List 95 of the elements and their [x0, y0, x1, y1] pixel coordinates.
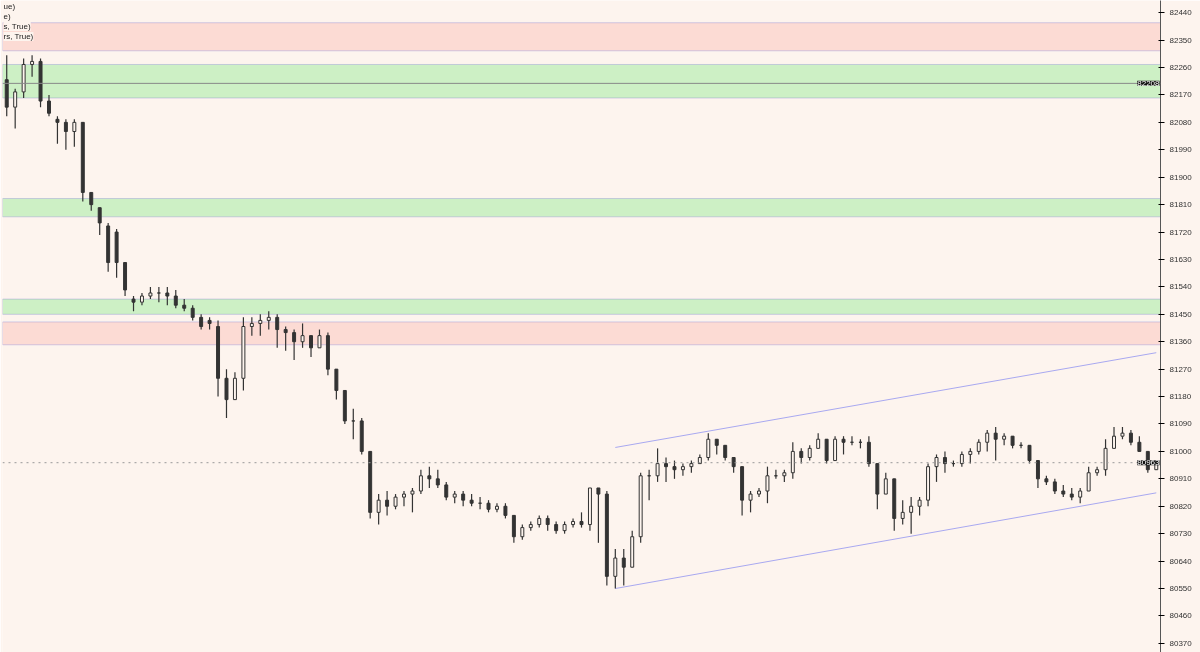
y-tick-label: 80730: [1169, 529, 1193, 539]
candlestick: [596, 487, 601, 544]
y-tick-label: 81450: [1169, 309, 1193, 319]
candlestick: [1103, 438, 1108, 477]
candlestick: [680, 463, 685, 477]
candlestick: [655, 447, 660, 483]
candlestick: [55, 115, 60, 145]
candlestick: [621, 548, 626, 587]
candlestick: [376, 493, 381, 526]
candlestick: [156, 286, 161, 303]
candlestick: [165, 286, 170, 306]
candlestick: [418, 469, 423, 495]
candlestick: [385, 490, 390, 516]
candlestick: [72, 118, 77, 148]
candlestick: [224, 368, 229, 419]
candlestick: [410, 487, 415, 513]
candlestick: [402, 490, 406, 507]
y-tick-label: 82170: [1169, 90, 1193, 100]
candlestick: [334, 368, 339, 401]
y-tick-label: 80910: [1169, 474, 1193, 484]
candlestick: [841, 435, 846, 456]
candlestick: [511, 514, 516, 544]
y-tick-label: 81360: [1169, 337, 1193, 347]
candlestick: [765, 466, 770, 504]
candlestick: [1035, 459, 1040, 489]
ref-line-label: 80963: [1137, 458, 1161, 468]
candlestick: [909, 496, 914, 535]
y-tick-label: 81720: [1169, 227, 1193, 237]
y-tick-label: 80370: [1169, 638, 1193, 648]
candlestick: [283, 325, 288, 352]
candlestick: [613, 548, 618, 590]
candlestick: [89, 191, 94, 212]
candlestick: [942, 450, 947, 474]
candlestick: [883, 472, 888, 495]
candlestick: [351, 408, 356, 440]
y-tick-label: 81270: [1169, 364, 1193, 374]
candlestick: [30, 54, 35, 78]
y-tick-label: 81900: [1169, 172, 1193, 182]
y-tick-label: 82260: [1169, 63, 1193, 73]
candlestick: [1027, 444, 1032, 465]
candlestick: [232, 371, 237, 401]
candlestick: [1002, 432, 1007, 446]
y-tick-label: 81630: [1169, 254, 1193, 264]
candlestick: [266, 310, 271, 331]
candlestick: [824, 438, 829, 465]
candlestick: [258, 313, 263, 337]
candlestick: [993, 426, 998, 462]
y-tick-label: 81990: [1169, 145, 1193, 155]
candlestick: [13, 88, 18, 130]
candlestick: [292, 328, 297, 361]
candlestick: [917, 496, 922, 516]
candlestick: [173, 289, 178, 309]
candlestick: [672, 459, 677, 480]
candlestick: [900, 499, 905, 526]
candlestick: [748, 490, 753, 513]
y-tick-label: 82080: [1169, 117, 1193, 127]
candlestick: [309, 335, 313, 358]
y-tick-label: 81810: [1169, 200, 1193, 210]
candlestick: [495, 502, 499, 513]
annotation: rs, True): [3, 32, 34, 41]
candlestick: [866, 435, 871, 468]
candlestick: [97, 207, 102, 236]
candlestick: [47, 94, 51, 117]
y-tick-label: 82350: [1169, 35, 1193, 45]
y-tick-label: 80460: [1169, 611, 1193, 621]
candlestick: [985, 429, 990, 453]
candlestick: [427, 466, 432, 489]
candlestick: [706, 432, 711, 462]
annotation: e): [3, 12, 11, 21]
candlestick: [1112, 426, 1116, 449]
candlestick: [664, 456, 668, 483]
candlestick: [63, 118, 68, 151]
candlestick: [790, 441, 795, 480]
y-tick-label: 81180: [1169, 392, 1192, 402]
candlestick: [1095, 466, 1100, 477]
candlestick: [249, 316, 254, 337]
candlestick: [275, 313, 280, 349]
candlestick: [934, 453, 939, 483]
candlestick: [833, 435, 838, 462]
ref-line-label: 82208: [1137, 78, 1161, 88]
y-tick-label: 82440: [1169, 8, 1193, 18]
y-tick-label: 80640: [1169, 556, 1193, 566]
annotation: ue): [3, 2, 16, 11]
candlestick: [444, 481, 449, 501]
annotation: s, True): [3, 22, 31, 31]
candlestick: [317, 328, 322, 349]
candlestick: [300, 322, 305, 349]
y-tick-label: 80820: [1169, 501, 1193, 511]
y-tick-label: 81540: [1169, 282, 1193, 292]
y-tick-label: 81090: [1169, 419, 1193, 429]
candlestick: [1086, 466, 1091, 492]
y-tick-label: 81000: [1169, 446, 1193, 456]
candlestick: [571, 517, 576, 529]
y-tick-label: 80550: [1169, 584, 1193, 594]
candlestick: [435, 469, 440, 489]
